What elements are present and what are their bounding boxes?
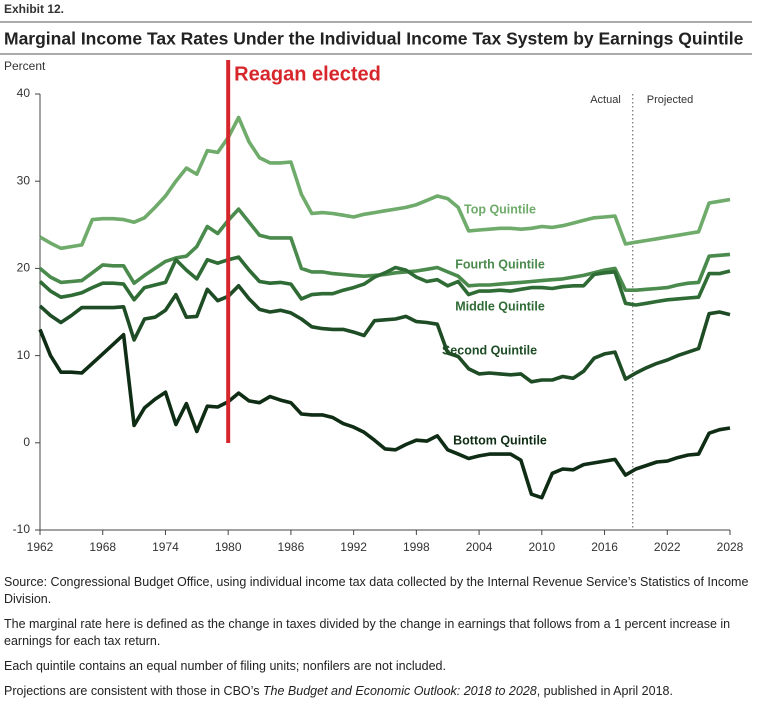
note-part: Projections are consistent with those in… [4, 684, 263, 698]
x-tick-label: 1962 [27, 540, 54, 554]
series-label: Bottom Quintile [453, 433, 547, 447]
y-axis-label: Percent [4, 59, 46, 73]
y-tick-label: 10 [17, 348, 31, 362]
note: Projections are consistent with those in… [4, 683, 749, 700]
series-label: Second Quintile [442, 343, 537, 357]
note: Source: Congressional Budget Office, usi… [4, 575, 749, 606]
y-tick-label: -10 [13, 522, 31, 536]
label-bg [450, 433, 550, 448]
x-tick-label: 1980 [215, 540, 242, 554]
x-tick-label: 2004 [466, 540, 493, 554]
x-tick-label: 2022 [654, 540, 681, 554]
notes: Source: Congressional Budget Office, usi… [4, 574, 749, 708]
note-part: , published in April 2018. [536, 684, 673, 698]
y-tick-label: 30 [17, 173, 31, 187]
note: The marginal rate here is defined as the… [4, 617, 731, 648]
series-line [38, 328, 731, 500]
divider-right-label: Projected [647, 94, 693, 106]
series-label: Top Quintile [464, 202, 536, 216]
x-tick-label: 1968 [89, 540, 116, 554]
y-tick-label: 20 [17, 261, 31, 275]
series-line [38, 255, 731, 307]
series-line [38, 207, 731, 292]
y-tick-label: 40 [17, 86, 31, 100]
x-tick-label: 1986 [278, 540, 305, 554]
y-tick-label: 0 [23, 435, 30, 449]
series-line [38, 284, 731, 384]
chart-title: Marginal Income Tax Rates Under the Indi… [4, 29, 744, 49]
series-line [39, 115, 731, 251]
x-tick-label: 1974 [152, 540, 179, 554]
x-tick-label: 1992 [340, 540, 367, 554]
x-tick-label: 1998 [403, 540, 430, 554]
note: Each quintile contains an equal number o… [4, 659, 446, 673]
annotation-text: Reagan elected [234, 63, 381, 85]
x-tick-label: 2010 [528, 540, 555, 554]
divider-left-label: Actual [590, 94, 621, 106]
series-label: Middle Quintile [455, 299, 545, 313]
x-tick-label: 2016 [591, 540, 618, 554]
note-part: The Budget and Economic Outlook: 2018 to… [262, 684, 537, 698]
series-label: Fourth Quintile [455, 257, 545, 271]
x-tick-label: 2028 [717, 540, 744, 554]
exhibit-label: Exhibit 12. [4, 2, 64, 16]
chart: Exhibit 12. Marginal Income Tax Rates Un… [0, 2, 752, 554]
